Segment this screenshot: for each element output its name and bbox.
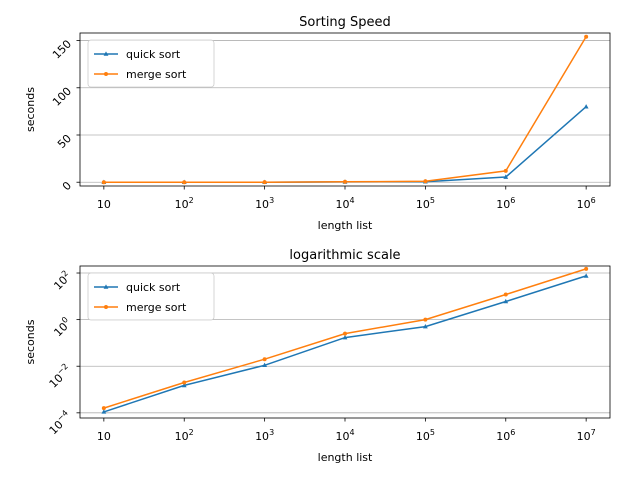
legend-marker [103, 284, 109, 289]
data-point [101, 180, 106, 185]
x-tick-label: 104 [335, 196, 354, 211]
x-tick-label: 106 [577, 196, 596, 211]
data-point [422, 324, 428, 329]
data-point [182, 180, 187, 185]
x-tick-label: 10 [97, 430, 111, 443]
x-tick-label: 105 [416, 428, 435, 443]
data-point [584, 266, 589, 271]
x-tick-label: 102 [175, 428, 194, 443]
x-tick-label: 107 [577, 428, 596, 443]
legend: quick sort merge sort [87, 39, 215, 88]
y-axis-label: seconds [24, 319, 37, 364]
data-point [343, 331, 347, 336]
x-tick-label: 102 [175, 196, 194, 211]
legend-box [87, 272, 215, 321]
data-point [101, 409, 107, 414]
x-axis-label: length list [318, 451, 373, 464]
x-tick-label: 105 [416, 196, 435, 211]
chart-title: Sorting Speed [299, 15, 391, 30]
data-point [423, 179, 428, 184]
legend-label: quick sort [126, 281, 181, 294]
chart-title: logarithmic scale [289, 248, 400, 263]
x-tick-label: 103 [255, 196, 274, 211]
data-point [584, 34, 589, 39]
data-point [182, 380, 187, 385]
legend-box [87, 39, 215, 88]
data-point [503, 174, 509, 179]
x-tick-label: 106 [496, 428, 515, 443]
legend-label: quick sort [126, 48, 181, 61]
data-point [262, 357, 267, 362]
data-point [262, 362, 268, 368]
y-axis-label: seconds [24, 87, 37, 132]
data-point [583, 273, 589, 278]
data-point [342, 334, 348, 340]
data-point [101, 406, 106, 411]
plot-frame [79, 32, 611, 187]
x-axis-label: length list [318, 219, 373, 232]
x-tick-label: 10 [97, 198, 111, 211]
legend-marker [104, 72, 108, 76]
data-point [503, 298, 509, 304]
legend-marker [103, 51, 109, 56]
x-tick-label: 104 [335, 428, 354, 443]
data-point [423, 317, 428, 322]
data-point [262, 180, 267, 185]
legend-marker [104, 305, 108, 309]
plot-frame [79, 265, 611, 419]
data-point [503, 168, 508, 173]
legend-label: merge sort [126, 301, 187, 314]
x-tick-label: 106 [496, 196, 515, 211]
data-point [343, 179, 347, 184]
data-point [503, 292, 508, 297]
x-tick-label: 103 [255, 428, 274, 443]
legend-label: merge sort [126, 68, 187, 81]
data-point [583, 104, 589, 109]
data-point [181, 382, 187, 388]
legend: quick sort merge sort [87, 272, 215, 321]
